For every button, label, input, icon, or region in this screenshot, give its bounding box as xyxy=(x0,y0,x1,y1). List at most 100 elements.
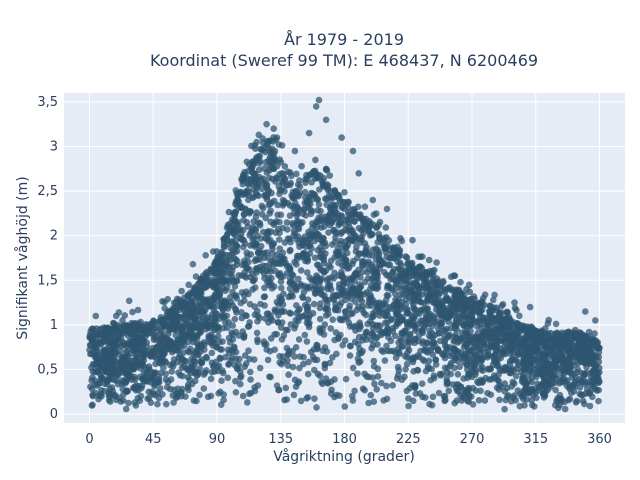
data-point xyxy=(244,223,252,230)
data-point xyxy=(547,383,554,391)
data-point xyxy=(202,326,209,333)
data-point xyxy=(545,336,553,344)
data-point xyxy=(305,358,312,366)
data-point xyxy=(444,295,452,303)
data-point xyxy=(302,257,309,265)
data-point xyxy=(304,315,311,323)
data-point xyxy=(293,302,300,309)
data-point xyxy=(497,354,505,362)
data-point xyxy=(465,386,472,393)
data-point xyxy=(334,252,341,260)
data-point xyxy=(568,389,575,397)
data-point xyxy=(408,298,416,305)
data-point xyxy=(253,266,261,274)
data-point xyxy=(506,332,513,339)
data-point xyxy=(276,236,283,243)
data-point xyxy=(272,136,279,143)
data-point xyxy=(545,316,552,324)
data-point xyxy=(254,338,261,346)
data-point xyxy=(312,103,320,110)
data-point xyxy=(178,359,185,366)
data-point xyxy=(330,275,338,282)
data-point xyxy=(285,371,292,379)
data-point xyxy=(229,331,237,338)
data-point xyxy=(525,361,533,368)
data-point xyxy=(521,402,528,409)
data-point xyxy=(224,221,232,229)
data-point xyxy=(237,380,244,388)
data-points xyxy=(86,96,603,413)
data-point xyxy=(301,249,308,257)
data-point xyxy=(588,377,596,385)
data-point xyxy=(411,293,418,300)
data-point xyxy=(247,376,254,383)
data-point xyxy=(278,284,285,292)
data-point xyxy=(276,218,283,226)
data-point xyxy=(276,156,284,163)
data-point xyxy=(478,306,486,314)
data-point xyxy=(320,218,328,225)
data-point xyxy=(261,165,268,172)
data-point xyxy=(321,321,329,328)
data-point xyxy=(442,396,449,404)
data-point xyxy=(353,243,360,251)
data-point xyxy=(355,266,362,274)
data-point xyxy=(156,337,164,345)
data-point xyxy=(460,358,467,366)
data-point xyxy=(100,347,108,355)
data-point xyxy=(595,379,602,387)
data-point xyxy=(589,368,597,376)
data-point xyxy=(210,270,217,277)
data-point xyxy=(286,309,293,317)
data-point xyxy=(119,329,126,336)
y-tick-label: 2 xyxy=(50,229,58,244)
data-point xyxy=(316,315,324,323)
data-point xyxy=(595,358,603,366)
data-point xyxy=(438,350,446,357)
data-point xyxy=(227,299,235,306)
data-point xyxy=(466,307,474,315)
data-point xyxy=(168,368,175,375)
data-point xyxy=(315,261,322,269)
data-point xyxy=(270,165,278,173)
data-point xyxy=(311,290,319,297)
data-point xyxy=(168,348,176,356)
data-point xyxy=(224,305,232,312)
data-point xyxy=(287,292,294,300)
data-point xyxy=(303,395,310,402)
data-point xyxy=(278,296,286,304)
data-point xyxy=(361,291,369,298)
data-point xyxy=(200,385,208,392)
data-point xyxy=(450,345,458,353)
data-point xyxy=(326,172,334,179)
data-point xyxy=(270,283,278,290)
data-point xyxy=(398,313,406,321)
data-point xyxy=(257,242,265,250)
data-point xyxy=(322,116,330,124)
data-point xyxy=(553,329,561,337)
data-point xyxy=(331,393,338,401)
data-point xyxy=(233,295,240,302)
data-point xyxy=(334,244,342,252)
data-point xyxy=(284,362,292,370)
data-point xyxy=(228,267,236,275)
data-point xyxy=(425,357,433,365)
data-point xyxy=(297,280,304,288)
data-point xyxy=(410,304,417,312)
x-tick-label: 315 xyxy=(523,432,548,447)
data-point xyxy=(291,353,298,360)
data-point xyxy=(402,366,409,373)
data-point xyxy=(397,335,405,342)
data-point xyxy=(485,376,493,383)
data-point xyxy=(475,341,482,348)
data-point xyxy=(355,170,363,177)
data-point xyxy=(123,340,130,348)
data-point xyxy=(127,357,134,365)
data-point xyxy=(451,399,459,407)
x-tick-label: 180 xyxy=(332,432,357,447)
data-point xyxy=(266,260,274,267)
data-point xyxy=(429,322,436,330)
data-point xyxy=(389,382,397,389)
data-point xyxy=(92,312,100,320)
data-point xyxy=(595,348,603,356)
